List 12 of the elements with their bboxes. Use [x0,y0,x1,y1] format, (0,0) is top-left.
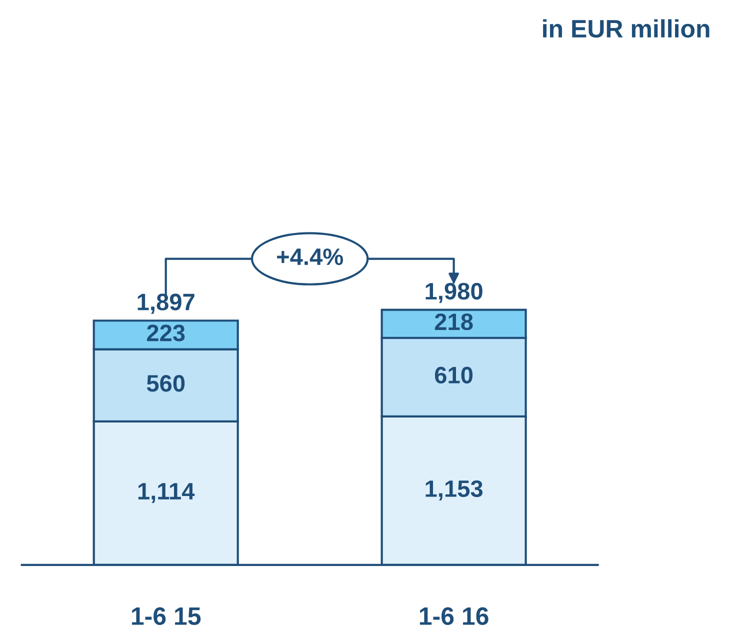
x-tick-label: 1-6 15 [132,607,201,625]
data-label: 560 [146,375,185,392]
text: +4.4% [277,248,344,266]
data-label: 1,114 [138,483,195,503]
total-label: 1,980 [426,282,482,304]
data-label: 218 [434,313,473,330]
text: in EUR million [543,19,710,38]
data-label: 223 [146,324,185,342]
total-label: 1,897 [138,294,194,314]
data-label: 1,153 [426,480,482,500]
data-label: 610 [434,366,473,384]
x-tick-label: 1-6 16 [420,607,488,625]
